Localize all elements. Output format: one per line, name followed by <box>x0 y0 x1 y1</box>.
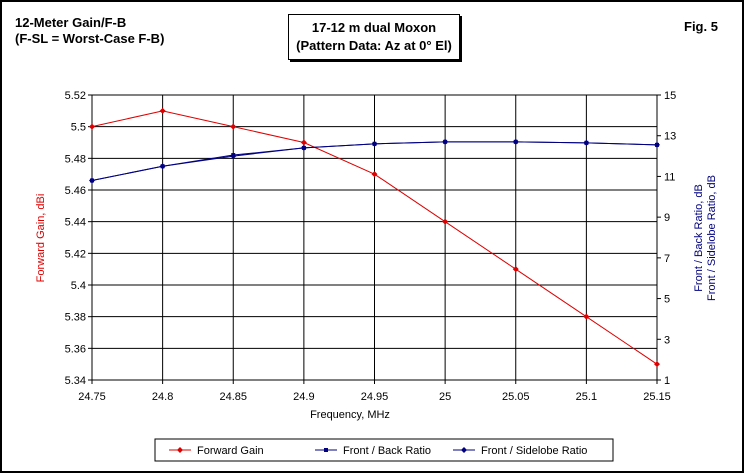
x-axis-label: Frequency, MHz <box>310 409 390 421</box>
figure-label: Fig. 5 <box>684 19 718 34</box>
forward-gain-point <box>89 123 95 130</box>
x-axis-ticks: 24.75 24.8 24.85 24.9 24.95 25 25.05 25.1 25.15 <box>78 380 671 403</box>
front-sidelobe-ratio-point <box>230 153 237 160</box>
legend-label-front-sidelobe-ratio: Front / Sidelobe Ratio <box>481 445 587 457</box>
forward-gain-point <box>512 266 519 273</box>
x-tick-label: 24.8 <box>152 391 173 403</box>
front-sidelobe-ratio-point <box>442 138 449 145</box>
legend-marker-forward-gain <box>177 447 183 453</box>
front-sidelobe-ratio-point <box>583 139 590 146</box>
left-tick-label: 5.4 <box>71 280 86 292</box>
front-sidelobe-ratio-point <box>89 177 95 184</box>
right-tick-label: 9 <box>664 212 670 224</box>
right-tick-label: 3 <box>664 334 670 346</box>
left-axis-ticks: 5.34 5.36 5.38 5.4 5.42 5.44 5.46 5.48 5.5 5.52 <box>65 90 92 387</box>
left-tick-label: 5.44 <box>65 217 86 229</box>
grid-lines <box>91 94 658 381</box>
x-tick-label: 25 <box>439 391 451 403</box>
x-tick-label: 25.1 <box>576 391 597 403</box>
left-axis-label: Forward Gain, dBi <box>35 194 47 283</box>
x-tick-label: 24.75 <box>78 391 106 403</box>
right-axis-label-line1: Front / Back Ratio, dB <box>693 184 705 292</box>
right-tick-label: 13 <box>664 131 676 143</box>
legend-label-forward-gain: Forward Gain <box>197 445 264 457</box>
title-box: 17-12 m dual Moxon (Pattern Data: Az at … <box>288 14 460 60</box>
right-tick-label: 11 <box>664 171 675 183</box>
left-tick-label: 5.52 <box>65 90 86 102</box>
series-forward-gain <box>89 107 660 368</box>
chart-subheading: (F-SL = Worst-Case F-B) <box>15 31 165 46</box>
left-tick-label: 5.5 <box>71 122 86 134</box>
legend-box <box>154 438 614 462</box>
front-sidelobe-ratio-point <box>159 163 166 170</box>
chart-heading: 12-Meter Gain/F-B <box>15 15 127 30</box>
forward-gain-point <box>654 361 660 368</box>
front-sidelobe-ratio-point <box>300 144 307 151</box>
legend: Forward Gain Front / Back Ratio Front / Si… <box>169 445 587 457</box>
x-tick-label: 24.9 <box>293 391 314 403</box>
left-tick-label: 5.48 <box>65 153 86 165</box>
x-tick-label: 25.05 <box>502 391 530 403</box>
x-tick-label: 25.15 <box>643 391 671 403</box>
forward-gain-point <box>159 107 166 114</box>
series-front-sidelobe-ratio <box>89 138 660 184</box>
forward-gain-point <box>230 123 237 130</box>
left-tick-label: 5.34 <box>65 375 86 387</box>
x-tick-label: 24.85 <box>219 391 247 403</box>
legend-label-front-back-ratio: Front / Back Ratio <box>343 445 431 457</box>
front-sidelobe-ratio-point <box>512 138 519 145</box>
left-tick-label: 5.38 <box>65 312 86 324</box>
x-tick-label: 24.95 <box>361 391 389 403</box>
left-tick-label: 5.36 <box>65 343 86 355</box>
front-sidelobe-ratio-point <box>654 141 660 148</box>
front-sidelobe-ratio-point <box>371 140 378 147</box>
forward-gain-point <box>442 218 449 225</box>
right-tick-label: 1 <box>664 375 670 387</box>
forward-gain-point <box>371 171 378 178</box>
legend-marker-front-sidelobe-ratio <box>461 447 467 453</box>
right-tick-label: 5 <box>664 294 670 306</box>
series-layer <box>89 107 660 368</box>
right-tick-label: 15 <box>664 90 676 102</box>
left-tick-label: 5.42 <box>65 248 86 260</box>
right-axis-label-line2: Front / Sidelobe Ratio, dB <box>706 175 718 301</box>
forward-gain-point <box>300 139 307 146</box>
chart-subtitle: (Pattern Data: Az at 0° El) <box>296 38 452 53</box>
left-tick-label: 5.46 <box>65 185 86 197</box>
legend-marker-front-back-ratio <box>324 448 328 452</box>
chart-title: 17-12 m dual Moxon <box>311 20 437 35</box>
right-tick-label: 7 <box>664 253 670 265</box>
forward-gain-point <box>583 313 590 320</box>
